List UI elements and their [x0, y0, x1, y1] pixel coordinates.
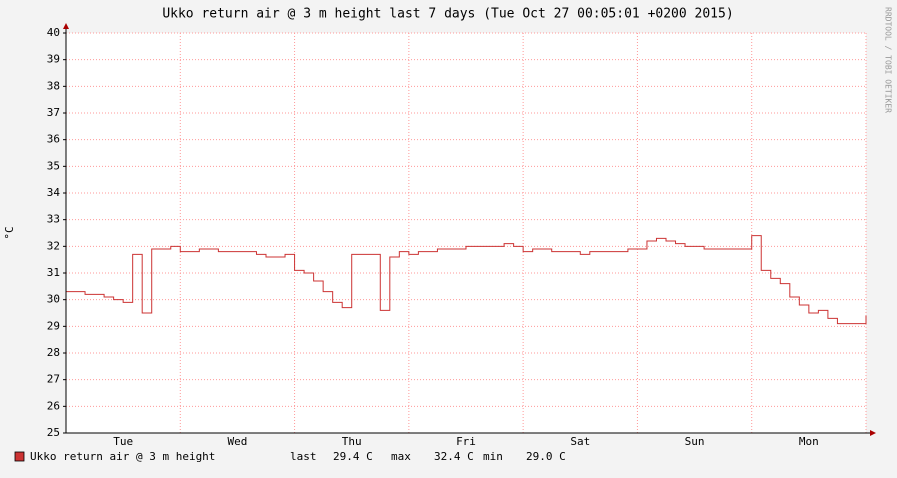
- x-tick-label: Fri: [456, 435, 476, 448]
- legend: Ukko return air @ 3 m height last 29.4 C ma…: [14, 450, 566, 463]
- y-tick-label: 32: [47, 239, 60, 252]
- y-tick-label: 34: [47, 186, 61, 199]
- y-tick-label: 27: [47, 373, 60, 386]
- y-axis-label: °C: [3, 226, 16, 239]
- y-tick-label: 31: [47, 266, 60, 279]
- x-tick-label: Tue: [113, 435, 133, 448]
- x-arrow: [870, 430, 876, 436]
- x-tick-label: Wed: [227, 435, 247, 448]
- y-tick-label: 28: [47, 346, 60, 359]
- y-tick-label: 37: [47, 106, 60, 119]
- y-tick-label: 26: [47, 399, 60, 412]
- legend-stat-value: 32.4 C: [434, 450, 474, 463]
- legend-stat-name: min: [483, 450, 503, 463]
- marks: [66, 235, 867, 325]
- series-line: [66, 235, 867, 325]
- y-tick-label: 33: [47, 213, 60, 226]
- legend-swatch: [14, 451, 25, 462]
- axes: [63, 23, 876, 436]
- legend-stat-value: 29.0 C: [526, 450, 566, 463]
- legend-stat-value: 29.4 C: [333, 450, 373, 463]
- y-tick-label: 30: [47, 293, 60, 306]
- watermark: RRDTOOL / TOBI OETIKER: [884, 7, 893, 113]
- y-tick-label: 36: [47, 133, 60, 146]
- x-tick-label: Sat: [570, 435, 590, 448]
- y-tick-label: 25: [47, 426, 60, 439]
- y-tick-label: 38: [47, 79, 60, 92]
- y-tick-label: 29: [47, 319, 60, 332]
- x-tick-label: Sun: [685, 435, 705, 448]
- y-arrow: [63, 23, 69, 29]
- y-tick-label: 40: [47, 26, 60, 39]
- grid: [63, 32, 867, 434]
- plot-area: [66, 33, 866, 433]
- chart-title: Ukko return air @ 3 m height last 7 days…: [162, 7, 733, 22]
- x-tick-label: Mon: [799, 435, 819, 448]
- x-tick-label: Thu: [342, 435, 362, 448]
- y-tick-label: 35: [47, 159, 60, 172]
- legend-stat-name: max: [391, 450, 411, 463]
- legend-label: Ukko return air @ 3 m height: [30, 450, 215, 463]
- legend-stat-name: last: [290, 450, 317, 463]
- y-tick-label: 39: [47, 53, 60, 66]
